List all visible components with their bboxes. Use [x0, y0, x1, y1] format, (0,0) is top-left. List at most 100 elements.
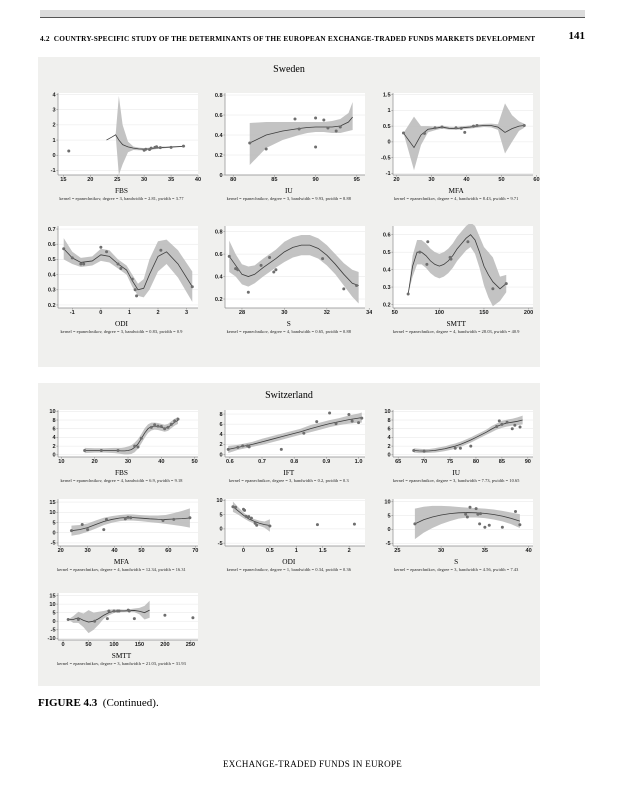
svg-text:-1: -1	[385, 171, 390, 177]
svg-text:30: 30	[141, 177, 147, 183]
svg-text:-1: -1	[70, 310, 75, 316]
svg-text:50: 50	[192, 459, 198, 465]
svg-text:95: 95	[354, 177, 360, 183]
svg-text:10: 10	[49, 409, 55, 415]
svg-text:-0.5: -0.5	[381, 155, 391, 161]
svg-text:10: 10	[49, 510, 55, 516]
svg-text:75: 75	[447, 459, 453, 465]
svg-text:60: 60	[165, 548, 171, 554]
svg-text:0: 0	[387, 452, 390, 458]
svg-text:0: 0	[99, 310, 102, 316]
svg-text:6: 6	[52, 426, 55, 432]
svg-text:0: 0	[52, 452, 55, 458]
svg-text:0.6: 0.6	[226, 459, 234, 465]
svg-text:10: 10	[384, 409, 390, 415]
svg-text:70: 70	[192, 548, 198, 554]
svg-text:2: 2	[52, 123, 55, 129]
svg-text:0: 0	[220, 527, 223, 533]
svg-text:0.2: 0.2	[48, 303, 56, 309]
svg-text:3: 3	[185, 310, 188, 316]
svg-text:20: 20	[92, 459, 98, 465]
svg-text:20: 20	[87, 177, 93, 183]
svg-text:-10: -10	[48, 636, 56, 642]
svg-text:70: 70	[421, 459, 427, 465]
svg-text:85: 85	[272, 177, 278, 183]
svg-text:50: 50	[85, 642, 91, 648]
svg-text:0.5: 0.5	[383, 124, 391, 130]
svg-text:50: 50	[391, 310, 397, 316]
svg-text:10: 10	[384, 500, 390, 506]
svg-text:25: 25	[394, 548, 400, 554]
svg-text:1: 1	[52, 138, 55, 144]
svg-text:200: 200	[524, 310, 533, 316]
svg-text:5: 5	[387, 514, 390, 520]
svg-text:0.8: 0.8	[291, 459, 299, 465]
svg-text:80: 80	[473, 459, 479, 465]
svg-text:50: 50	[138, 548, 144, 554]
svg-text:2: 2	[156, 310, 159, 316]
svg-text:-5: -5	[51, 627, 56, 633]
svg-text:5: 5	[220, 513, 223, 519]
svg-text:40: 40	[463, 177, 469, 183]
svg-text:0.4: 0.4	[383, 267, 392, 273]
svg-text:-1: -1	[51, 168, 56, 174]
svg-text:28: 28	[239, 310, 245, 316]
svg-text:6: 6	[387, 426, 390, 432]
svg-text:0.2: 0.2	[215, 297, 223, 303]
svg-text:10: 10	[58, 459, 64, 465]
svg-text:0.3: 0.3	[383, 285, 391, 291]
svg-text:30: 30	[85, 548, 91, 554]
svg-text:-5: -5	[51, 541, 56, 547]
svg-text:3: 3	[52, 108, 55, 114]
svg-text:10: 10	[49, 602, 55, 608]
svg-text:30: 30	[438, 548, 444, 554]
svg-text:0.6: 0.6	[48, 242, 56, 248]
svg-text:40: 40	[525, 548, 531, 554]
svg-text:0.5: 0.5	[266, 548, 274, 554]
svg-text:150: 150	[479, 310, 488, 316]
svg-text:0: 0	[242, 548, 245, 554]
svg-text:34: 34	[366, 310, 372, 316]
svg-text:60: 60	[533, 177, 539, 183]
svg-text:35: 35	[168, 177, 174, 183]
svg-text:5: 5	[52, 520, 55, 526]
svg-text:2: 2	[52, 444, 55, 450]
svg-text:65: 65	[395, 459, 401, 465]
svg-text:0.4: 0.4	[215, 274, 224, 280]
svg-text:1: 1	[387, 108, 390, 114]
svg-text:0: 0	[62, 642, 65, 648]
svg-text:30: 30	[428, 177, 434, 183]
svg-text:0: 0	[52, 153, 55, 159]
svg-text:100: 100	[434, 310, 443, 316]
svg-text:40: 40	[111, 548, 117, 554]
svg-text:90: 90	[313, 177, 319, 183]
svg-text:35: 35	[481, 548, 487, 554]
svg-text:0.4: 0.4	[48, 272, 57, 278]
svg-text:40: 40	[195, 177, 201, 183]
svg-text:1: 1	[295, 548, 298, 554]
svg-text:0: 0	[220, 452, 223, 458]
svg-text:1.5: 1.5	[383, 92, 391, 98]
svg-text:4: 4	[52, 92, 56, 98]
svg-text:2: 2	[220, 442, 223, 448]
svg-text:200: 200	[160, 642, 169, 648]
svg-text:6: 6	[220, 422, 223, 428]
svg-text:15: 15	[49, 500, 55, 506]
svg-text:20: 20	[393, 177, 399, 183]
svg-text:8: 8	[387, 418, 390, 424]
svg-text:0: 0	[52, 619, 55, 625]
svg-text:0.8: 0.8	[215, 93, 223, 99]
svg-text:0: 0	[387, 527, 390, 533]
svg-text:0.9: 0.9	[323, 459, 331, 465]
svg-text:0.2: 0.2	[215, 153, 223, 159]
svg-text:1.0: 1.0	[355, 459, 363, 465]
svg-text:32: 32	[324, 310, 330, 316]
svg-text:-5: -5	[218, 541, 223, 547]
svg-text:100: 100	[109, 642, 118, 648]
svg-text:4: 4	[387, 435, 391, 441]
svg-text:50: 50	[498, 177, 504, 183]
svg-text:0.6: 0.6	[383, 233, 391, 239]
svg-text:5: 5	[52, 610, 55, 616]
svg-text:4: 4	[52, 435, 56, 441]
svg-text:40: 40	[158, 459, 164, 465]
